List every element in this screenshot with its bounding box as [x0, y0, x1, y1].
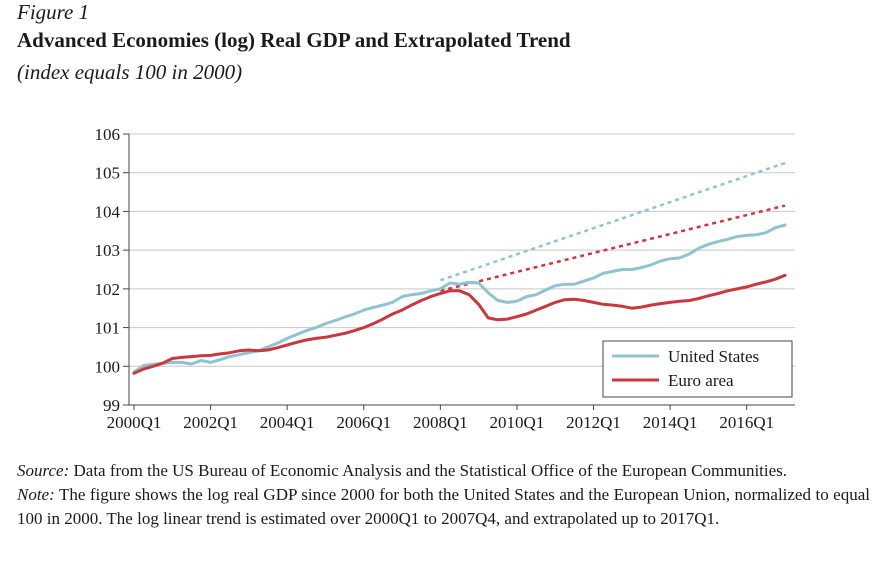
figure-notes: Source: Data from the US Bureau of Econo…	[17, 459, 870, 531]
y-tick-label: 104	[95, 202, 121, 221]
axis-layer: 99 100 101 102 103 104 105 106 2000Q1 2002Q1 2004Q…	[95, 125, 795, 432]
x-tick-label: 2006Q1	[336, 413, 391, 432]
line-layer	[132, 161, 787, 375]
series-line-euro-area	[132, 273, 787, 375]
note-text: The figure shows the log real GDP since …	[17, 485, 870, 528]
series-line-united-states	[132, 223, 787, 374]
chart-subtitle: (index equals 100 in 2000)	[17, 60, 243, 84]
y-tick-label: 102	[95, 280, 121, 299]
y-tick-label: 100	[95, 357, 121, 376]
x-tick-label: 2010Q1	[490, 413, 545, 432]
chart-title: Advanced Economies (log) Real GDP and Ex…	[17, 28, 571, 52]
x-tick-label: 2004Q1	[260, 413, 315, 432]
y-tick-label: 99	[103, 396, 120, 415]
x-tick-label: 2014Q1	[643, 413, 698, 432]
legend-label: United States	[668, 347, 759, 366]
trend-line-euro-area	[440, 204, 786, 293]
trend-line-united-states	[439, 161, 786, 282]
source-label: Source:	[17, 461, 70, 480]
x-tick-label: 2000Q1	[107, 413, 162, 432]
gdp-chart: 99 100 101 102 103 104 105 106 2000Q1 2002Q1 2004Q…	[95, 125, 795, 432]
y-tick-label: 103	[95, 241, 121, 260]
legend-label: Euro area	[668, 371, 734, 390]
source-text: Data from the US Bureau of Economic Anal…	[69, 461, 788, 480]
x-tick-label: 2016Q1	[719, 413, 774, 432]
y-tick-label: 105	[95, 164, 121, 183]
legend-box	[602, 340, 793, 398]
figure-label: Figure 1	[17, 0, 90, 24]
legend: United States Euro area	[602, 340, 793, 398]
source-note: Source: Data from the US Bureau of Econo…	[17, 459, 870, 483]
method-note: Note: The figure shows the log real GDP …	[17, 483, 870, 531]
x-tick-label: 2012Q1	[566, 413, 621, 432]
note-label: Note:	[17, 485, 55, 504]
y-tick-label: 106	[95, 125, 121, 144]
x-tick-label: 2002Q1	[183, 413, 238, 432]
x-tick-label: 2008Q1	[413, 413, 468, 432]
y-tick-label: 101	[95, 319, 121, 338]
